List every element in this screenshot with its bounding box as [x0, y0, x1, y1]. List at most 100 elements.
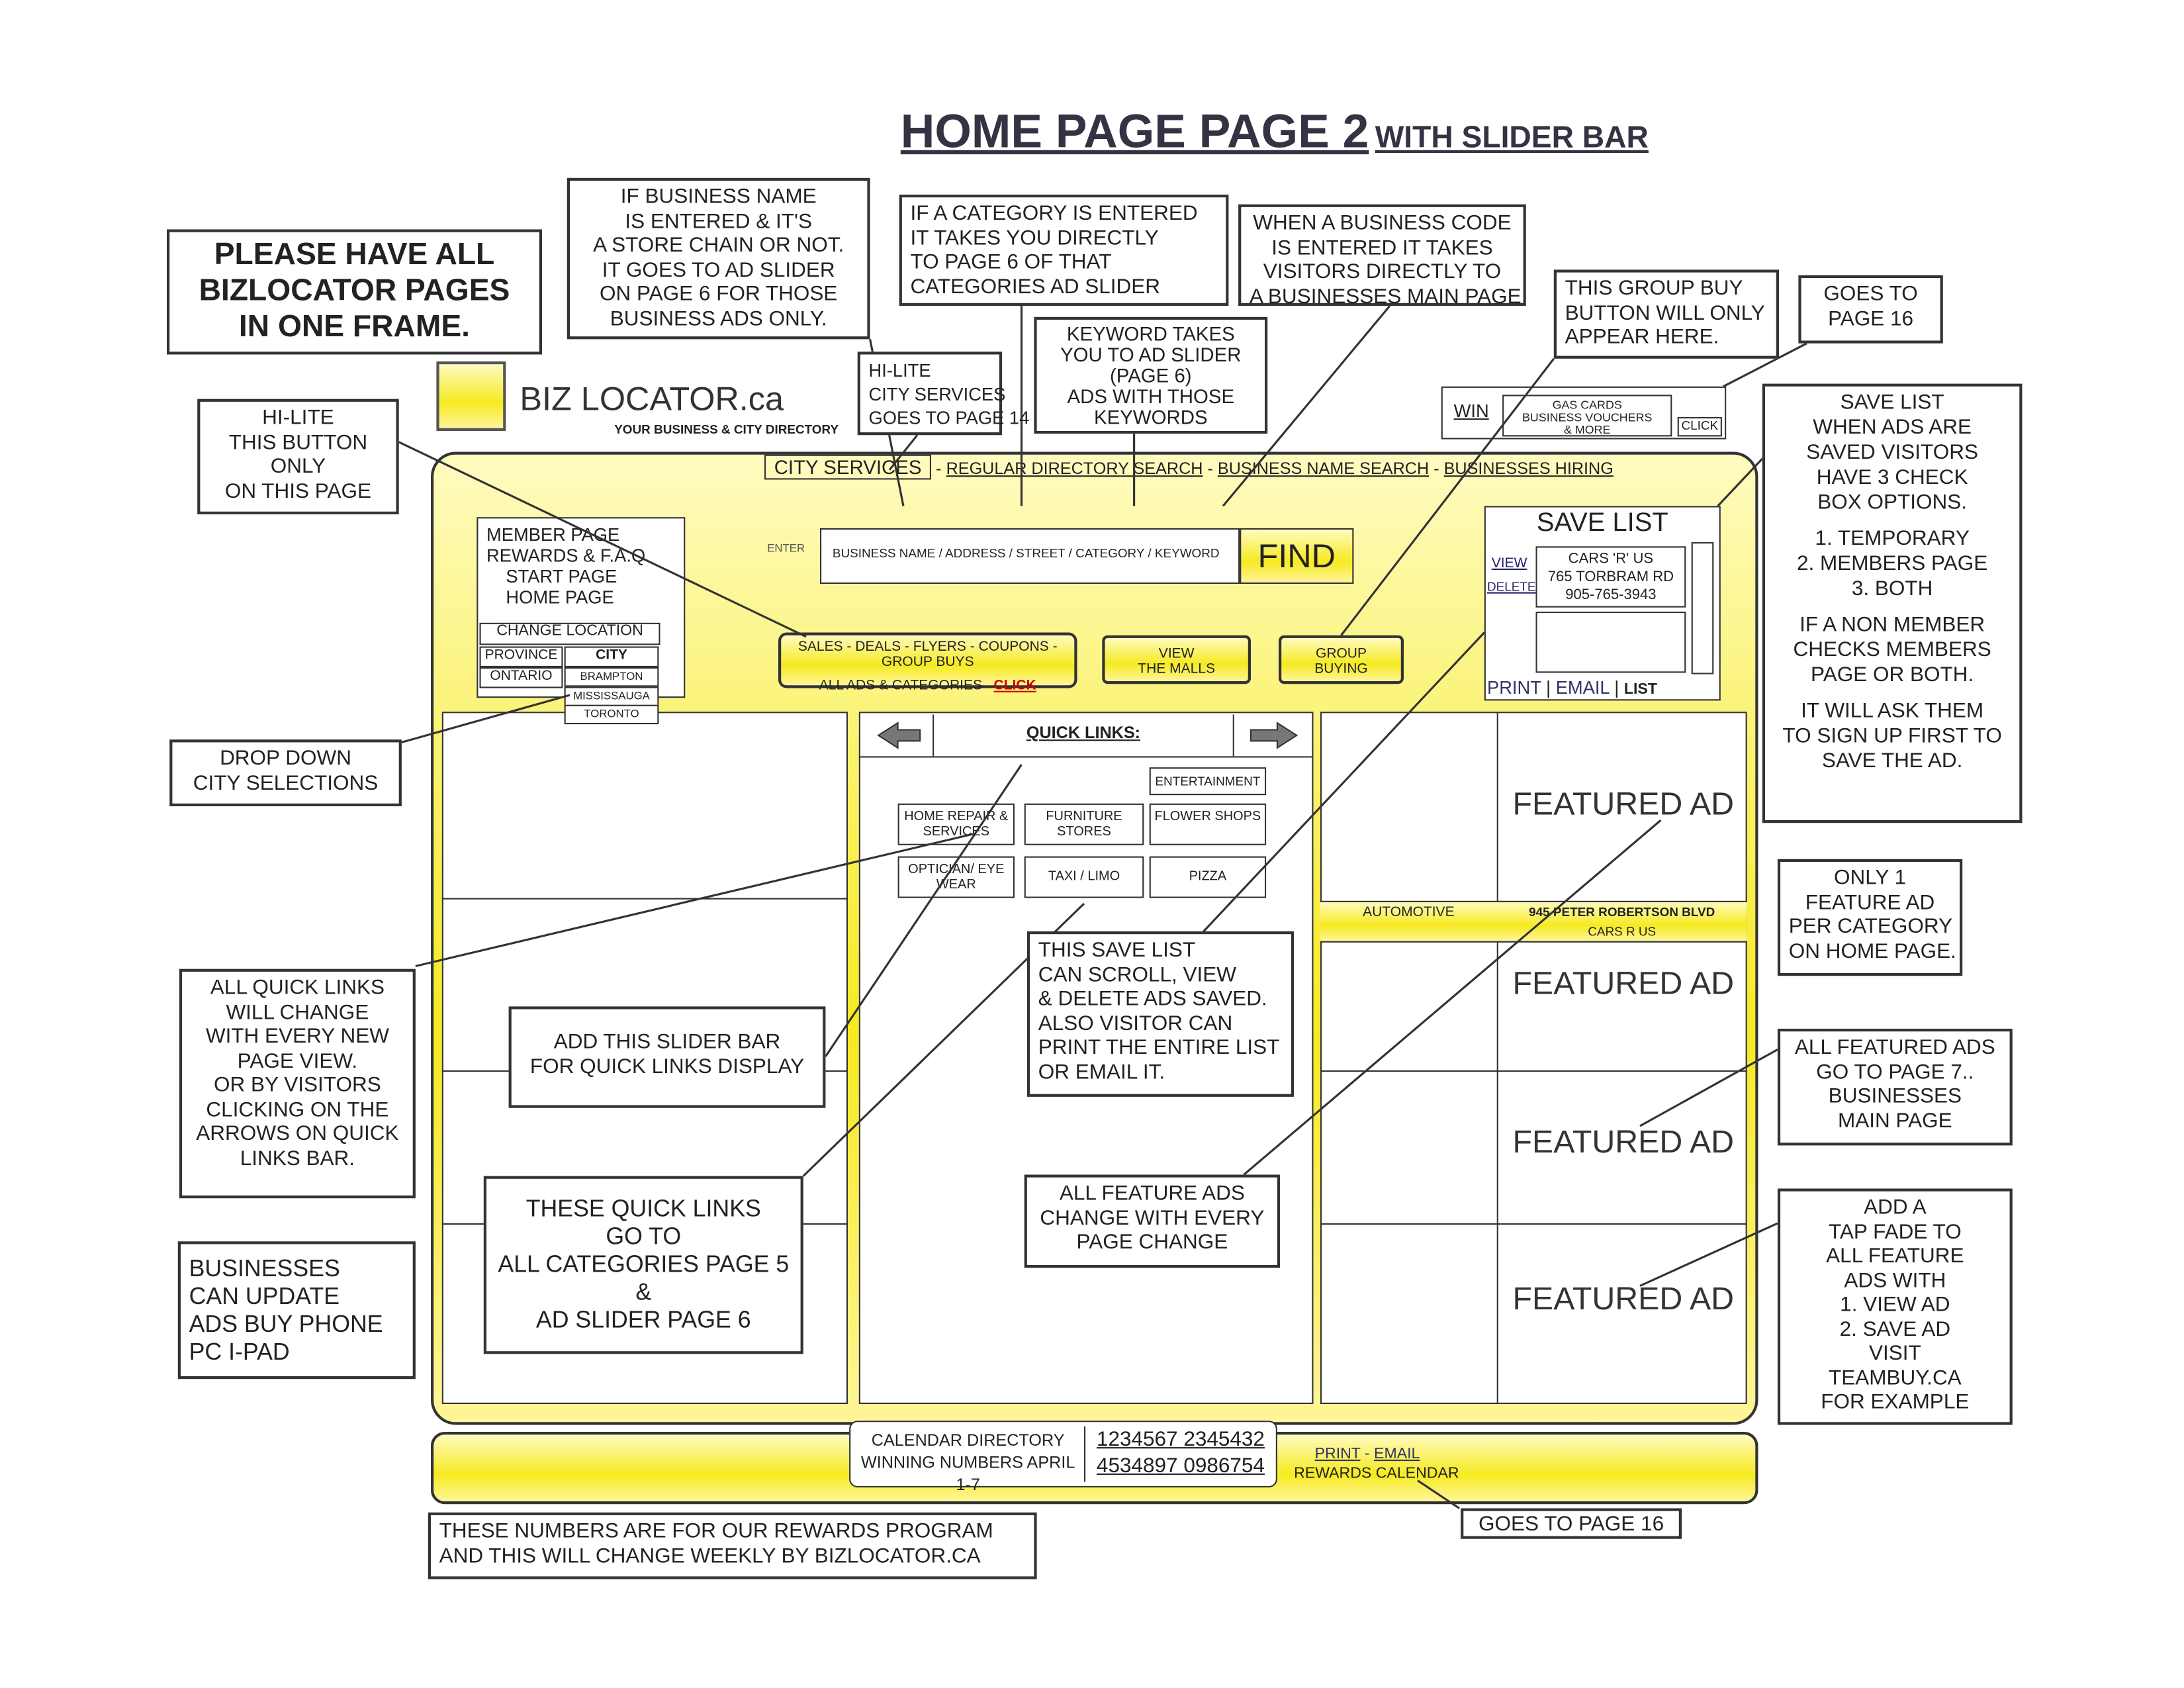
search-input[interactable]: BUSINESS NAME / ADDRESS / STREET / CATEG…: [820, 528, 1240, 584]
note-line: A BUSINESSES MAIN PAGE: [1249, 284, 1522, 308]
featured-ad[interactable]: FEATURED AD: [1512, 785, 1735, 822]
quick-link[interactable]: ENTERTAINMENT: [1149, 767, 1267, 796]
button-text: THE MALLS: [1138, 661, 1215, 677]
print-link[interactable]: PRINT: [1487, 677, 1541, 698]
email-link[interactable]: EMAIL: [1374, 1446, 1420, 1463]
nav-link[interactable]: CITY SERVICES: [764, 454, 932, 480]
nav-link[interactable]: REGULAR DIRECTORY SEARCH: [946, 458, 1203, 479]
arrow-right[interactable]: [1232, 714, 1310, 757]
sales-button[interactable]: SALES - DEALS - FLYERS - COUPONS -GROUP …: [778, 632, 1077, 694]
quick-link[interactable]: FLOWER SHOPS: [1149, 803, 1267, 845]
note-line: IF BUSINESS NAME: [620, 185, 817, 209]
quick-link[interactable]: OPTICIAN/ EYE WEAR: [897, 856, 1015, 898]
rewards-calendar[interactable]: REWARDS CALENDAR: [1294, 1465, 1459, 1482]
note-line: SAVE LIST: [1840, 391, 1944, 414]
nav: CITY SERVICES - REGULAR DIRECTORY SEARCH…: [764, 454, 1614, 480]
featured-category: AUTOMOTIVE: [1363, 905, 1455, 921]
search-enter: ENTER: [767, 541, 805, 555]
entry-line: CARS 'R' US: [1568, 550, 1654, 567]
logo-text: BIZ LOCATOR.ca: [520, 381, 784, 419]
note-line: PAGE 16: [1828, 306, 1914, 330]
sales-text: SALES - DEALS - FLYERS - COUPONS -GROUP …: [797, 639, 1058, 671]
note-line: PLEASE HAVE ALL: [214, 236, 495, 271]
divider: [1320, 1070, 1747, 1072]
menu-item[interactable]: START PAGE: [506, 565, 617, 587]
view-link[interactable]: VIEW: [1491, 555, 1527, 572]
nav-link[interactable]: BUSINESSES HIRING: [1443, 458, 1614, 479]
win-click[interactable]: CLICK: [1677, 417, 1722, 437]
note-line: BUTTON WILL ONLY: [1565, 301, 1765, 325]
scroll-bar[interactable]: [1691, 541, 1714, 675]
note-line: ALL FEATURED ADS: [1794, 1035, 1995, 1060]
win-prizes: GAS CARDS BUSINESS VOUCHERS & MORE: [1502, 395, 1672, 437]
province-select[interactable]: ONTARIO: [479, 667, 563, 688]
location-title: CHANGE LOCATION: [479, 622, 660, 645]
divider: [858, 756, 1314, 758]
quick-link[interactable]: PIZZA: [1149, 856, 1267, 898]
menu-item[interactable]: MEMBER PAGE: [486, 524, 620, 545]
quick-link[interactable]: TAXI / LIMO: [1024, 856, 1144, 898]
featured-name: CARS R US: [1588, 924, 1657, 939]
note-line: CATEGORIES AD SLIDER: [910, 274, 1161, 299]
title-row: HOME PAGE PAGE 2 WITH SLIDER BAR: [901, 106, 1649, 160]
note-line: IS ENTERED IT TAKES: [1271, 235, 1493, 259]
note: GOES TO PAGE 16: [1798, 275, 1943, 344]
quick-link[interactable]: FURNITURE STORES: [1024, 803, 1144, 845]
note: HI-LITE THIS BUTTON ONLY ON THIS PAGE: [197, 399, 399, 514]
note-line: VISITORS DIRECTLY TO: [1263, 259, 1502, 284]
note-line: OR BY VISITORS: [214, 1073, 381, 1097]
note-line: ON PAGE 6 FOR THOSE: [599, 282, 838, 306]
note-line: SAVE THE AD.: [1821, 749, 1963, 773]
click-link[interactable]: CLICK: [993, 678, 1036, 694]
note: ALL FEATURED ADS GO TO PAGE 7.. BUSINESSES…: [1777, 1028, 2013, 1146]
city-option[interactable]: BRAMPTON: [564, 667, 659, 687]
note: DROP DOWN CITY SELECTIONS: [169, 739, 402, 806]
note-line: CHECKS MEMBERS: [1793, 637, 1991, 662]
note-line: GOES TO: [1823, 282, 1918, 306]
note-line: & DELETE ADS SAVED.: [1038, 986, 1267, 1011]
group-button[interactable]: GROUP BUYING: [1278, 635, 1404, 684]
malls-button[interactable]: VIEW THE MALLS: [1102, 635, 1251, 684]
note-line: KEYWORDS: [1094, 406, 1208, 428]
note-line: A STORE CHAIN OR NOT.: [593, 233, 844, 258]
featured-bar: AUTOMOTIVE 945 PETER ROBERTSON BLVD CARS…: [1320, 900, 1747, 943]
numbers-line: 4534897 0986754: [1096, 1454, 1265, 1478]
button-text: VIEW: [1158, 646, 1195, 662]
note-line: &: [635, 1278, 652, 1305]
note: ALL QUICK LINKS WILL CHANGE WITH EVERY NEW…: [179, 968, 416, 1199]
menu-item[interactable]: REWARDS & F.A.Q: [486, 545, 646, 566]
quick-link[interactable]: HOME REPAIR & SERVICES: [897, 803, 1015, 845]
find-button[interactable]: FIND: [1240, 528, 1354, 584]
city-option[interactable]: MISSISSAUGA: [564, 686, 659, 706]
nav-link[interactable]: BUSINESS NAME SEARCH: [1217, 458, 1430, 479]
note-line: BUSINESSES: [189, 1255, 340, 1282]
city-option[interactable]: TORONTO: [564, 704, 659, 725]
featured-ad[interactable]: FEATURED AD: [1512, 1123, 1735, 1160]
note: BUSINESSES CAN UPDATE ADS BUY PHONE PC I-PA…: [177, 1241, 416, 1380]
arrow-left[interactable]: [864, 714, 934, 757]
note-line: DROP DOWN: [220, 746, 352, 771]
note-line: THIS SAVE LIST: [1038, 938, 1196, 962]
numbers-line: 1234567 2345432: [1096, 1427, 1265, 1452]
note-line: TEAMBUY.CA: [1828, 1366, 1962, 1389]
logo-tagline: YOUR BUSINESS & CITY DIRECTORY: [614, 422, 839, 437]
note-line: ADS BUY PHONE: [189, 1311, 383, 1338]
winning-numbers: 1234567 2345432 4534897 0986754: [1083, 1426, 1276, 1482]
note-line: ALSO VISITOR CAN: [1038, 1011, 1233, 1035]
note-line: (PAGE 6): [1109, 364, 1192, 387]
note-line: TAP FADE TO: [1828, 1219, 1962, 1244]
note-line: IT TAKES YOU DIRECTLY: [910, 226, 1159, 250]
featured-ad[interactable]: FEATURED AD: [1512, 1280, 1735, 1317]
featured-ad[interactable]: FEATURED AD: [1512, 964, 1735, 1001]
menu-item[interactable]: HOME PAGE: [506, 586, 614, 608]
note: THESE QUICK LINKS GO TO ALL CATEGORIES PAG…: [483, 1176, 803, 1354]
delete-link[interactable]: DELETE: [1487, 579, 1536, 594]
note-line: IF A NON MEMBER: [1799, 613, 1985, 637]
prize: & MORE: [1563, 422, 1611, 437]
email-link[interactable]: EMAIL: [1555, 677, 1610, 698]
note-line: GO TO PAGE 7..: [1816, 1060, 1974, 1084]
page-subtitle: WITH SLIDER BAR: [1375, 119, 1649, 155]
print-link[interactable]: PRINT: [1314, 1446, 1361, 1463]
note-line: PER CATEGORY: [1788, 914, 1953, 939]
